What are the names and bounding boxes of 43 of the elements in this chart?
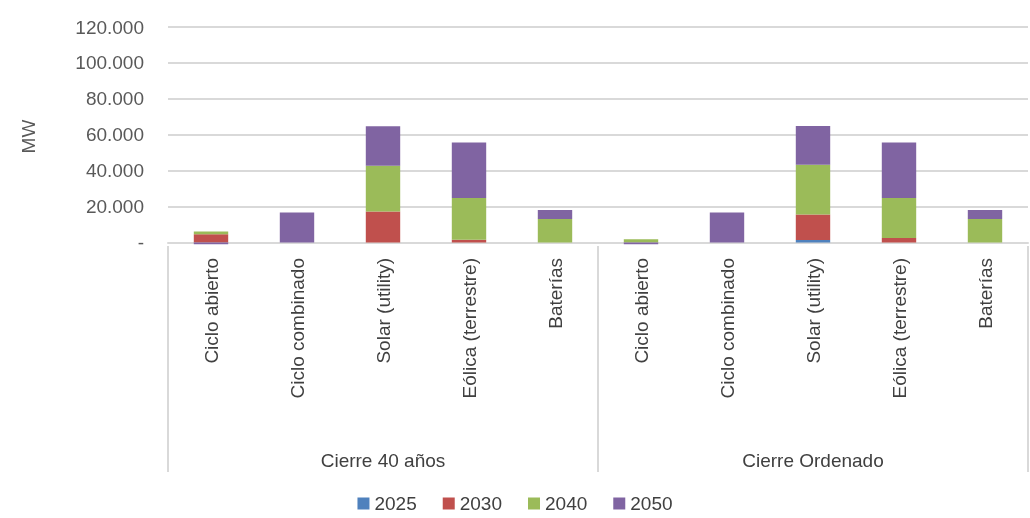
bar bbox=[795, 126, 831, 165]
y-tick-label: 100.000 bbox=[75, 52, 144, 74]
x-tick-label: Baterías bbox=[544, 258, 566, 329]
x-tick-label: Baterías bbox=[974, 258, 996, 329]
y-tick-label: 40.000 bbox=[85, 160, 144, 182]
bar bbox=[451, 197, 487, 240]
x-tick-label: Ciclo abierto bbox=[630, 258, 652, 364]
y-tick-label: 80.000 bbox=[85, 88, 144, 110]
y-tick-label: 120.000 bbox=[75, 16, 144, 38]
bar bbox=[709, 212, 745, 243]
bar bbox=[451, 142, 487, 198]
x-tick-label: Ciclo abierto bbox=[200, 258, 222, 364]
legend-label: 2030 bbox=[459, 493, 503, 514]
bar bbox=[795, 164, 831, 215]
bar bbox=[193, 234, 229, 243]
legend-label: 2025 bbox=[374, 493, 417, 514]
bar bbox=[881, 197, 917, 239]
y-tick-label: 20.000 bbox=[85, 196, 144, 218]
y-tick-label: - bbox=[137, 231, 144, 253]
legend-label: 2040 bbox=[545, 493, 588, 514]
bar bbox=[537, 219, 573, 243]
x-tick-label: Ciclo combinado bbox=[716, 258, 738, 399]
text: Cierre Ordenado bbox=[742, 449, 884, 471]
bar bbox=[967, 210, 1003, 220]
bar bbox=[881, 142, 917, 198]
bar bbox=[967, 219, 1003, 243]
bar bbox=[279, 212, 315, 243]
y-axis-title: MW bbox=[18, 119, 39, 154]
x-tick-label: Ciclo combinado bbox=[286, 258, 308, 399]
bar bbox=[365, 165, 401, 212]
bar bbox=[365, 211, 401, 243]
y-tick-label: 60.000 bbox=[85, 124, 144, 146]
bar bbox=[193, 231, 229, 235]
bar bbox=[365, 126, 401, 166]
x-tick-label: Eólica (terrestre) bbox=[888, 258, 910, 399]
bar bbox=[881, 238, 917, 243]
legend-label: 2050 bbox=[630, 493, 673, 514]
x-tick-label: Solar (utility) bbox=[372, 258, 394, 364]
bar bbox=[537, 210, 573, 220]
text: Cierre 40 años bbox=[320, 449, 446, 471]
bar bbox=[795, 214, 831, 241]
x-tick-label: Eólica (terrestre) bbox=[458, 258, 480, 399]
x-tick-label: Solar (utility) bbox=[802, 258, 824, 364]
